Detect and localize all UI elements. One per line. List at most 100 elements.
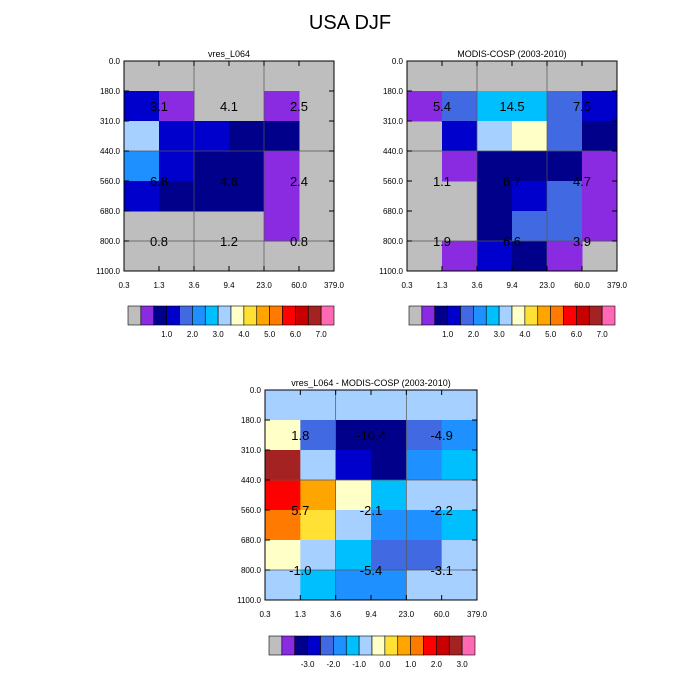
panel2-cell — [477, 241, 513, 272]
panel3-x-tick-label: 1.3 — [295, 610, 307, 619]
panel1-x-tick-label: 9.4 — [223, 281, 235, 290]
panel2-cell — [582, 121, 618, 152]
panel1-y-tick-label: 180.0 — [100, 87, 121, 96]
panel1-cell — [264, 91, 300, 122]
panel3-cell — [335, 390, 372, 421]
panel2-y-tick-label: 440.0 — [383, 147, 404, 156]
panel2-x-tick-label: 3.6 — [471, 281, 483, 290]
panel3-colorbar-box — [294, 635, 308, 656]
panel1-colorbar-box — [153, 305, 167, 326]
panel1-cell — [194, 181, 230, 212]
panel3-cell — [300, 540, 337, 571]
panel3-x-tick-label: 23.0 — [399, 610, 415, 619]
panel2-cell — [442, 151, 478, 182]
panel1-value-label: 0.8 — [150, 234, 168, 249]
panel2-cell — [407, 91, 443, 122]
panel3-cell — [300, 420, 337, 451]
panel3-cell — [371, 420, 407, 451]
panel3-value-label: -3.1 — [430, 563, 452, 578]
panel3-cell — [265, 480, 301, 511]
panel2-y-tick-label: 680.0 — [383, 207, 404, 216]
panel2-cell — [512, 181, 548, 212]
panel3-cell — [265, 450, 301, 481]
panel2-colorbar-box — [524, 305, 539, 326]
panel1-x-tick-label: 23.0 — [256, 281, 272, 290]
panel3-x-tick-label: 3.6 — [330, 610, 342, 619]
panel1-colorbar-box — [140, 305, 155, 326]
panel2-x-tick-label: 1.3 — [436, 281, 448, 290]
panel1-colorbar-box — [179, 305, 193, 326]
panel1-value-label: 2.5 — [290, 99, 308, 114]
panel2-y-tick-label: 180.0 — [383, 87, 404, 96]
panel3-cell — [406, 510, 443, 541]
panel2-colorbar-box — [421, 305, 436, 326]
panel2-cell — [512, 121, 548, 152]
panel1-colorbar-box — [204, 305, 219, 326]
panel2-value-label: 6.7 — [503, 174, 521, 189]
panel3-value-label: -5.4 — [360, 563, 382, 578]
panel1-cell — [124, 91, 160, 122]
panel1-y-tick-label: 0.0 — [109, 57, 121, 66]
panel2-cell — [512, 241, 548, 272]
panel3-y-tick-label: 310.0 — [241, 446, 262, 455]
panel1-colorbar-box — [282, 305, 296, 326]
panel3-cell — [406, 570, 443, 601]
panel3-cell — [335, 480, 372, 511]
panel2-cell — [582, 211, 618, 242]
panel3-cell — [335, 420, 372, 451]
panel1-x-tick-label: 60.0 — [291, 281, 307, 290]
panel2-y-tick-label: 560.0 — [383, 177, 404, 186]
panel3-value-label: -1.0 — [289, 563, 311, 578]
panel2-cell — [477, 181, 513, 212]
panel3-cell — [441, 390, 478, 421]
panel3-value-label: 5.7 — [291, 503, 309, 518]
panel1-y-tick-label: 800.0 — [100, 237, 121, 246]
panel2-colorbar-box — [434, 305, 448, 326]
panel3-colorbar-box — [384, 635, 399, 656]
panel3-value-label: 1.8 — [291, 428, 309, 443]
panel2-cell — [547, 91, 583, 122]
panel1-value-label: 3.1 — [150, 99, 168, 114]
panel2-colorbar-label: 6.0 — [571, 330, 583, 339]
panel2-cell — [547, 241, 583, 272]
panel2-cell — [547, 181, 583, 212]
panel1-cell — [264, 151, 300, 182]
figure-title: USA DJF — [308, 12, 392, 34]
panel2-colorbar-label: 3.0 — [494, 330, 506, 339]
panel2-colorbar-box — [588, 305, 603, 326]
panel2-cell — [512, 151, 548, 182]
panel1-cell — [159, 151, 195, 182]
panel3-cell — [265, 540, 301, 571]
panel3-cell — [335, 510, 372, 541]
panel1-colorbar-box — [127, 305, 142, 326]
panel1-cell — [264, 211, 300, 242]
panel2-cell — [477, 121, 513, 152]
panel1-colorbar-box — [256, 305, 270, 326]
panel1-y-tick-label: 310.0 — [100, 117, 121, 126]
panel3-cell — [265, 420, 301, 451]
panel3-colorbar-label: -1.0 — [352, 660, 366, 669]
panel2-colorbar-label: 1.0 — [442, 330, 454, 339]
panel3-colorbar-box — [448, 635, 463, 656]
panel2-x-tick-label: 9.4 — [506, 281, 518, 290]
panel1-title: vres_L064 — [208, 49, 250, 59]
panel3-cell — [441, 420, 478, 451]
panel3-cell — [335, 540, 372, 571]
panel1-y-tick-label: 680.0 — [100, 207, 121, 216]
panel3-colorbar-box — [410, 635, 424, 656]
panel2-cell — [512, 211, 548, 242]
panel3-cell — [406, 450, 443, 481]
panel2-x-tick-label: 60.0 — [574, 281, 590, 290]
panel2-y-tick-label: 1100.0 — [379, 267, 403, 276]
panel1-value-label: 2.4 — [290, 174, 308, 189]
panel1-x-tick-label: 1.3 — [153, 281, 165, 290]
panel2-colorbar-box — [408, 305, 423, 326]
panel1-value-label: 1.2 — [220, 234, 238, 249]
panel1-cell — [194, 151, 230, 182]
panel2-value-label: 14.5 — [499, 99, 524, 114]
panel3-colorbar-label: 3.0 — [457, 660, 469, 669]
panel3-value-label: -2.2 — [430, 503, 452, 518]
panel2-cell — [477, 151, 513, 182]
panel2-colorbar-box — [550, 305, 564, 326]
panel1-cell — [264, 181, 300, 212]
